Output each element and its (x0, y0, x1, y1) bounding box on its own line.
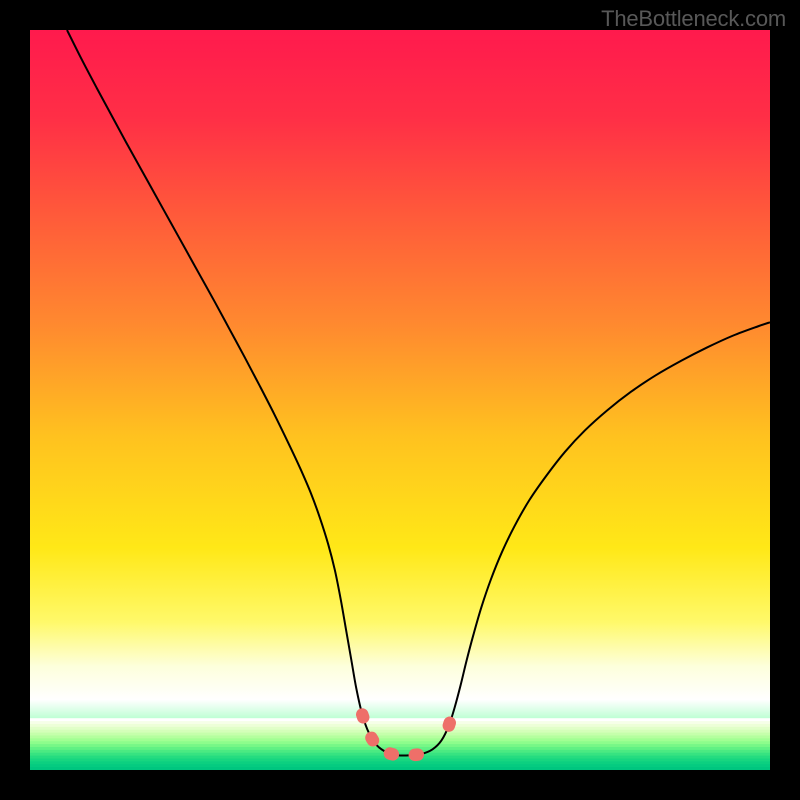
chart-svg (30, 30, 770, 770)
green-band-stripes (30, 718, 770, 770)
gradient-background (30, 30, 770, 770)
chart-frame: TheBottleneck.com (0, 0, 800, 800)
plot-area (30, 30, 770, 770)
source-watermark: TheBottleneck.com (601, 6, 786, 32)
